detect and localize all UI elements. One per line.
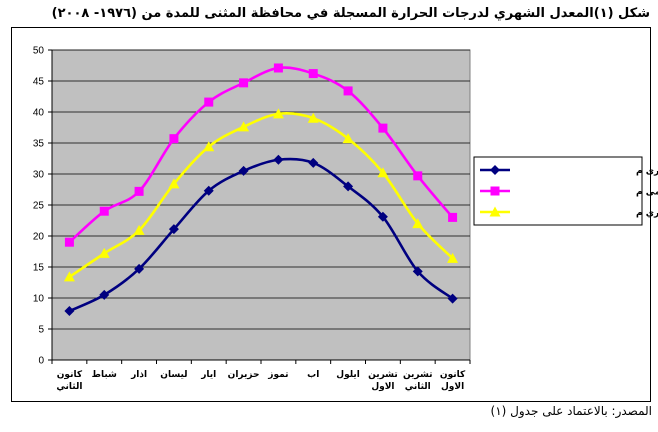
data-point-series-2	[134, 186, 144, 196]
chart-title: شكل (١)المعدل الشهري لدرجات الحرارة المس…	[51, 6, 650, 21]
y-tick-label: 25	[33, 201, 45, 212]
y-tick-label: 15	[33, 263, 45, 274]
x-tick-label: اذار	[130, 370, 147, 380]
legend-swatch-marker	[490, 165, 500, 175]
data-point-series-2	[169, 134, 179, 144]
data-point-series-3	[412, 218, 424, 229]
x-tick-label: تشرين الثاني	[403, 370, 433, 392]
data-point-series-1	[64, 306, 75, 317]
data-point-series-3	[63, 271, 75, 282]
data-point-series-1	[203, 185, 214, 196]
data-point-series-3	[238, 121, 250, 132]
data-point-series-1	[273, 154, 284, 165]
data-point-series-2	[378, 123, 388, 133]
y-tick-label: 45	[33, 77, 45, 88]
data-point-series-3	[203, 141, 215, 152]
data-point-series-3	[447, 252, 459, 263]
x-tick-label: حزيران	[228, 370, 260, 380]
x-tick-label: تشرين الاول	[368, 370, 398, 392]
data-point-series-2	[273, 63, 283, 73]
data-point-series-1	[447, 293, 458, 304]
y-tick-label: 30	[33, 170, 45, 181]
data-point-series-3	[133, 224, 145, 235]
x-tick-label: ايلول	[336, 370, 360, 380]
data-point-series-3	[272, 108, 284, 119]
data-point-series-1	[134, 263, 145, 274]
y-tick-label: 50	[33, 46, 45, 57]
data-point-series-3	[377, 167, 389, 178]
data-point-series-1	[412, 266, 423, 277]
x-tick-label: اب	[307, 370, 319, 380]
data-point-series-2	[239, 78, 249, 88]
legend-label: معل درجة الحرارة الصغرى م	[636, 167, 658, 177]
data-point-series-1	[238, 165, 249, 176]
y-tick-label: 40	[33, 108, 45, 119]
data-point-series-2	[308, 69, 318, 79]
data-point-series-2	[99, 206, 109, 216]
legend-swatch-marker	[490, 186, 500, 196]
data-point-series-1	[308, 157, 319, 168]
x-tick-label: كانون الاول	[440, 370, 466, 392]
x-tick-label: ايار	[200, 370, 216, 380]
data-point-series-2	[448, 212, 458, 222]
data-point-series-3	[342, 133, 354, 144]
x-tick-label: كانون الثاني	[56, 370, 82, 392]
x-tick-label: شباط	[92, 370, 117, 380]
data-point-series-2	[64, 237, 74, 247]
legend-label: معدل درجة الحرارة العظمى م	[636, 188, 658, 198]
data-point-series-2	[204, 97, 214, 107]
legend-label: المعدل الشهري م	[636, 209, 658, 219]
data-point-series-1	[343, 181, 354, 192]
y-tick-label: 10	[33, 294, 45, 305]
data-point-series-1	[168, 224, 179, 235]
x-tick-label: ليسان	[160, 370, 187, 380]
y-tick-label: 20	[33, 232, 45, 243]
data-point-series-2	[343, 86, 353, 96]
legend-swatch-marker	[489, 206, 501, 217]
data-point-series-3	[307, 112, 319, 123]
x-tick-label: تموز	[267, 370, 288, 380]
data-point-series-3	[98, 247, 110, 258]
data-point-series-2	[413, 171, 423, 181]
y-tick-label: 5	[38, 325, 44, 336]
data-point-series-1	[99, 289, 110, 300]
data-point-series-3	[168, 178, 180, 189]
y-tick-label: 35	[33, 139, 45, 150]
y-tick-label: 0	[38, 356, 44, 367]
source-note: المصدر: بالاعتماد على جدول (١)	[490, 404, 652, 418]
data-point-series-1	[377, 211, 388, 222]
